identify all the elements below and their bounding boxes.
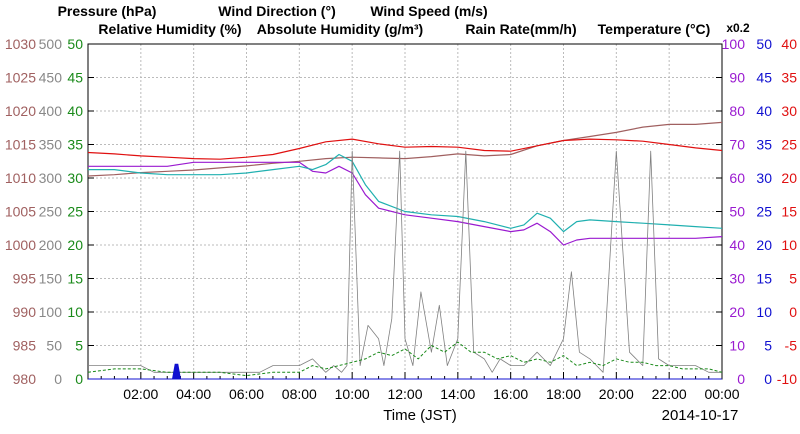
wind-speed-tick-label: 45 xyxy=(67,70,83,86)
pressure-tick-label: 980 xyxy=(13,371,37,387)
legend-wind-speed: Wind Speed (m/s) xyxy=(370,3,487,19)
wind-direction-tick-label: 350 xyxy=(39,137,63,153)
humidity-tick-label: 0 xyxy=(737,371,745,387)
legend: Pressure (hPa) Wind Direction (°) Wind S… xyxy=(58,3,750,37)
temperature-tick-label: 0 xyxy=(789,304,797,320)
legend-pressure: Pressure (hPa) xyxy=(58,3,157,19)
humidity-tick-label: 80 xyxy=(729,103,745,119)
x-tick-label: 02:00 xyxy=(123,386,158,402)
pressure-tick-label: 1005 xyxy=(5,204,36,220)
wind-direction-tick-label: 150 xyxy=(39,271,63,287)
wind-direction-tick-label: 400 xyxy=(39,103,63,119)
x-tick-label: 16:00 xyxy=(493,386,528,402)
temperature-tick-label: 5 xyxy=(789,271,797,287)
date-label: 2014-10-17 xyxy=(662,407,739,424)
x-tick-label: 18:00 xyxy=(546,386,581,402)
series-rain-rate-mm-h xyxy=(88,363,722,380)
legend-wind-direction: Wind Direction (°) xyxy=(218,3,335,19)
wind-direction-tick-label: 200 xyxy=(39,237,63,253)
humidity-tick-label: 20 xyxy=(729,304,745,320)
legend-abs-humidity-scale: x0.2 xyxy=(726,21,750,35)
temperature-tick-label: -5 xyxy=(785,338,798,354)
legend-absolute-humidity: Absolute Humidity (g/m³) xyxy=(257,21,423,37)
series-absolute-humidity-g-m xyxy=(88,153,723,233)
wind-speed-tick-label: 40 xyxy=(67,103,83,119)
wind-speed-tick-label: 50 xyxy=(67,36,83,52)
legend-temperature: Temperature (°C) xyxy=(598,21,711,37)
series-wind-direction xyxy=(88,150,722,373)
wind-speed-tick-label: 10 xyxy=(67,304,83,320)
wind-speed-tick-label: 35 xyxy=(67,137,83,153)
temperature-tick-label: 35 xyxy=(781,70,797,86)
x-tick-label: 06:00 xyxy=(229,386,264,402)
pressure-tick-label: 985 xyxy=(13,338,37,354)
temperature-tick-label: -10 xyxy=(777,371,797,387)
series-wind-speed-m-s xyxy=(87,341,723,377)
wind-speed-tick-label: 30 xyxy=(67,170,83,186)
x-tick-label: 04:00 xyxy=(176,386,211,402)
humidity-tick-label: 70 xyxy=(729,137,745,153)
wind-speed-tick-label: 20 xyxy=(67,237,83,253)
rain-rate-tick-label: 35 xyxy=(756,137,772,153)
wind-direction-tick-label: 450 xyxy=(39,70,63,86)
pressure-tick-label: 1025 xyxy=(5,70,36,86)
wind-speed-tick-label: 0 xyxy=(75,371,83,387)
x-tick-label: 20:00 xyxy=(599,386,634,402)
x-tick-label: 22:00 xyxy=(652,386,687,402)
x-tick-label: 12:00 xyxy=(387,386,422,402)
rain-rate-tick-label: 15 xyxy=(756,271,772,287)
x-tick-label: 00:00 xyxy=(704,386,739,402)
pressure-tick-label: 1015 xyxy=(5,137,36,153)
pressure-tick-label: 1010 xyxy=(5,170,36,186)
legend-rain-rate: Rain Rate(mm/h) xyxy=(465,21,576,37)
wind-speed-tick-label: 25 xyxy=(67,204,83,220)
humidity-tick-label: 40 xyxy=(729,237,745,253)
humidity-tick-label: 10 xyxy=(729,338,745,354)
humidity-tick-label: 60 xyxy=(729,170,745,186)
series-pressure-hpa xyxy=(87,121,723,177)
humidity-tick-label: 50 xyxy=(729,204,745,220)
x-axis-label: Time (JST) xyxy=(383,407,457,424)
wind-direction-tick-label: 100 xyxy=(39,304,63,320)
series-relative-humidity xyxy=(88,161,723,246)
rain-rate-tick-label: 45 xyxy=(756,70,772,86)
series-temperature-c xyxy=(87,138,723,160)
pressure-tick-label: 1000 xyxy=(5,237,36,253)
temperature-tick-label: 40 xyxy=(781,36,797,52)
temperature-tick-label: 30 xyxy=(781,103,797,119)
rain-rate-tick-label: 50 xyxy=(756,36,772,52)
humidity-tick-label: 100 xyxy=(722,36,746,52)
temperature-tick-label: 25 xyxy=(781,137,797,153)
pressure-tick-label: 995 xyxy=(13,271,37,287)
rain-rate-tick-label: 20 xyxy=(756,237,772,253)
x-tick-label: 08:00 xyxy=(282,386,317,402)
rain-rate-tick-label: 30 xyxy=(756,170,772,186)
humidity-tick-label: 90 xyxy=(729,70,745,86)
pressure-tick-label: 1020 xyxy=(5,103,36,119)
wind-speed-tick-label: 5 xyxy=(75,338,83,354)
pressure-tick-label: 990 xyxy=(13,304,37,320)
temperature-tick-label: 20 xyxy=(781,170,797,186)
humidity-tick-label: 30 xyxy=(729,271,745,287)
rain-rate-tick-label: 40 xyxy=(756,103,772,119)
wind-direction-tick-label: 50 xyxy=(46,338,62,354)
x-tick-label: 14:00 xyxy=(440,386,475,402)
wind-direction-tick-label: 250 xyxy=(39,204,63,220)
pressure-tick-label: 1030 xyxy=(5,36,36,52)
temperature-tick-label: 15 xyxy=(781,204,797,220)
wind-speed-tick-label: 15 xyxy=(67,271,83,287)
legend-relative-humidity: Relative Humidity (%) xyxy=(98,21,241,37)
rain-rate-tick-label: 10 xyxy=(756,304,772,320)
rain-rate-tick-label: 0 xyxy=(764,371,772,387)
rain-rate-tick-label: 25 xyxy=(756,204,772,220)
rain-rate-tick-label: 5 xyxy=(764,338,772,354)
wind-direction-tick-label: 500 xyxy=(39,36,63,52)
x-tick-label: 10:00 xyxy=(335,386,370,402)
wind-direction-tick-label: 0 xyxy=(54,371,62,387)
wind-direction-tick-label: 300 xyxy=(39,170,63,186)
temperature-tick-label: 10 xyxy=(781,237,797,253)
